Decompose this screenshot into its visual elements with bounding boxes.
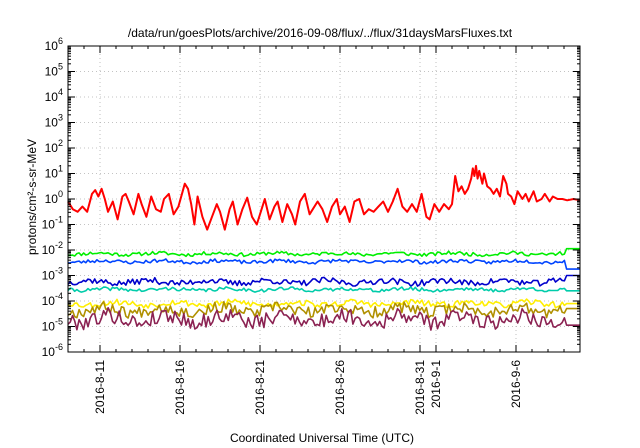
x-axis: 2016-8-11 2016-8-16 2016-8-21 2016-8-26 2016…: [67, 46, 581, 415]
chart-title: /data/run/goesPlots/archive/2016-09-08/f…: [128, 26, 513, 40]
y-tick-exponent: -3: [55, 266, 63, 276]
x-tick-label: 2016-8-26: [333, 360, 347, 415]
x-tick-label: 2016-8-11: [93, 360, 107, 414]
y-tick-label: 104: [45, 87, 63, 104]
y-tick-exponent: -2: [55, 240, 63, 250]
y-tick-exponent: -1: [55, 215, 63, 225]
series-group: [67, 164, 581, 331]
series-line-cyan: [67, 286, 580, 293]
series-line-purple: [67, 307, 580, 331]
y-tick-label: 101: [45, 164, 63, 181]
y-tick-label: 10-6: [42, 342, 63, 359]
y-tick-exponent: 4: [58, 87, 63, 97]
y-tick-exponent: -6: [55, 342, 63, 352]
y-tick-label: 106: [45, 36, 63, 53]
x-axis-label: Coordinated Universal Time (UTC): [230, 431, 414, 445]
y-tick-exponent: 1: [58, 164, 63, 174]
y-tick-base: 10: [45, 65, 59, 79]
x-tick-label: 2016-8-16: [173, 360, 187, 415]
y-tick-base: 10: [45, 141, 59, 155]
y-tick-exponent: 3: [58, 113, 63, 123]
y-tick-label: 10-3: [42, 266, 63, 283]
series-line-blue: [67, 258, 580, 270]
y-tick-label: 103: [45, 113, 63, 130]
y-tick-base: 10: [42, 320, 56, 334]
y-tick-exponent: -5: [55, 317, 63, 327]
y-tick-base: 10: [42, 218, 56, 232]
series-line-navy: [67, 274, 580, 287]
y-tick-base: 10: [42, 345, 56, 359]
y-tick-exponent: 0: [58, 189, 63, 199]
y-tick-label: 10-5: [42, 317, 63, 334]
y-axis-label: protons/cm²-s-sr-MeV: [25, 139, 39, 255]
series-line-red: [67, 164, 581, 231]
y-tick-base: 10: [45, 39, 59, 53]
y-tick-base: 10: [45, 116, 59, 130]
y-tick-exponent: 2: [58, 138, 63, 148]
y-tick-base: 10: [45, 90, 59, 104]
y-tick-label: 105: [45, 62, 63, 79]
y-tick-base: 10: [45, 192, 59, 206]
y-tick-label: 10-2: [42, 240, 63, 257]
y-tick-base: 10: [45, 167, 59, 181]
y-tick-exponent: 6: [58, 36, 63, 46]
x-tick-label: 2016-8-31: [413, 360, 427, 415]
x-tick-label: 2016-9-1: [429, 360, 443, 408]
series-line-olive: [67, 301, 580, 319]
y-tick-label: 102: [45, 138, 63, 155]
y-tick-label: 10-4: [42, 291, 63, 308]
series-line-green: [67, 247, 580, 258]
y-tick-base: 10: [42, 243, 56, 257]
series-line-yellow: [67, 298, 580, 309]
y-tick-base: 10: [42, 269, 56, 283]
y-tick-base: 10: [42, 294, 56, 308]
y-axis: 10-610-510-410-310-210-11001011021031041…: [42, 36, 580, 359]
y-tick-exponent: 5: [58, 62, 63, 72]
y-tick-exponent: -4: [55, 291, 63, 301]
x-tick-label: 2016-9-6: [509, 360, 523, 408]
y-tick-label: 100: [45, 189, 63, 206]
x-tick-label: 2016-8-21: [253, 360, 267, 415]
y-tick-label: 10-1: [42, 215, 63, 232]
